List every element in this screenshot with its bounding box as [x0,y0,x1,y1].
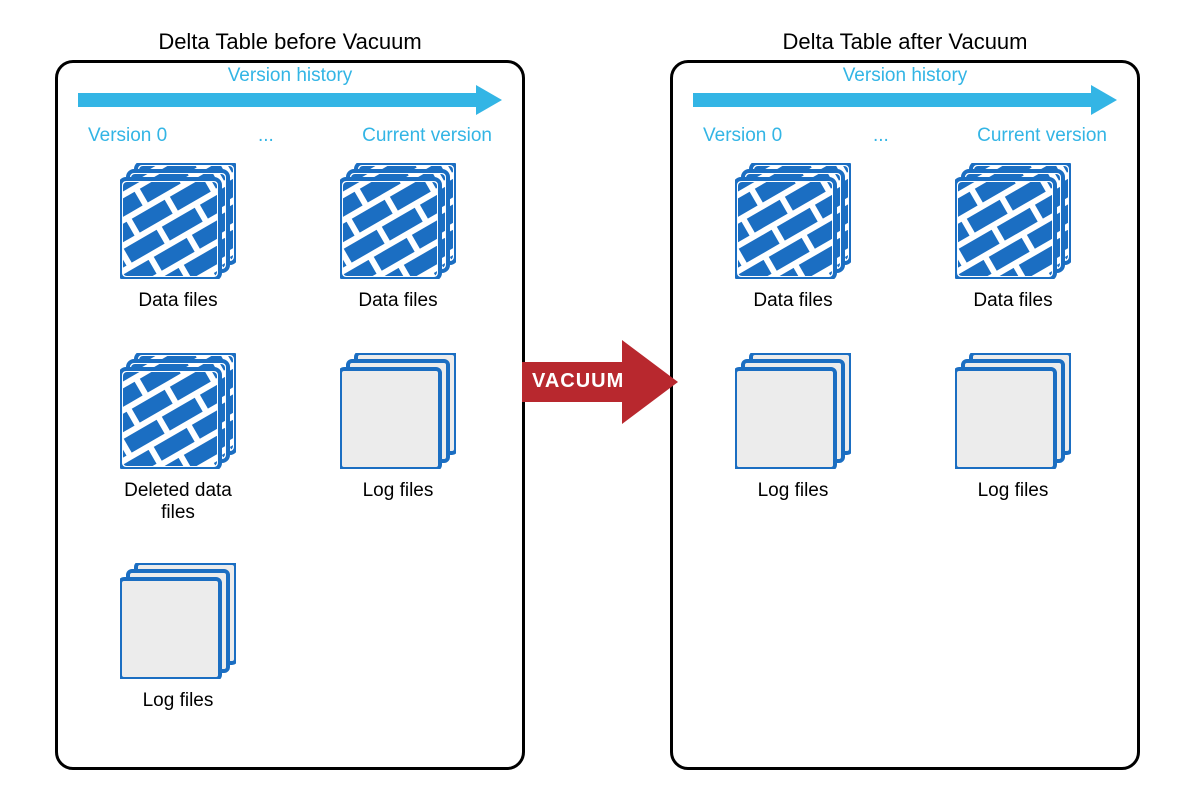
data-files-item: Data files [88,163,268,312]
version-history-label: Version history [78,65,502,87]
item-label: Data files [88,290,268,312]
log-files-item: Log files [88,563,268,712]
log-files-icon [735,353,851,469]
panel-after-title: Delta Table after Vacuum [673,29,1137,55]
item-label: Log files [88,690,268,712]
log-files-item: Log files [703,353,883,502]
log-files-item: Log files [308,353,488,502]
version-ellipsis: ... [258,125,274,147]
item-label: Log files [308,480,488,502]
version-history-label: Version history [693,65,1117,87]
data-files-item: Data files [308,163,488,312]
version-ellipsis: ... [873,125,889,147]
arrow-head-icon [476,85,502,115]
item-label: Data files [923,290,1103,312]
data-files-item: Data files [923,163,1103,312]
arrow-shaft [78,93,476,107]
log-files-icon [955,353,1071,469]
panel-after: Delta Table after Vacuum Version history… [670,60,1140,770]
data-files-icon [955,163,1071,279]
log-files-item: Log files [923,353,1103,502]
data-files-icon [120,163,236,279]
item-label: Data files [308,290,488,312]
data-files-item: Data files [703,163,883,312]
arrow-head-icon [1091,85,1117,115]
panel-before: Delta Table before Vacuum Version histor… [55,60,525,770]
item-label: Deleted datafiles [88,480,268,524]
item-label: Log files [703,480,883,502]
item-label: Data files [703,290,883,312]
log-files-icon [340,353,456,469]
item-label: Log files [923,480,1103,502]
data-files-icon [735,163,851,279]
vacuum-arrow: VACUUM [522,340,678,424]
data-files-item: Deleted datafiles [88,353,268,524]
data-files-icon [120,353,236,469]
panel-before-title: Delta Table before Vacuum [58,29,522,55]
version-0-label: Version 0 [703,125,782,147]
arrow-shaft [693,93,1091,107]
data-files-icon [340,163,456,279]
current-version-label: Current version [362,125,492,147]
version-0-label: Version 0 [88,125,167,147]
vacuum-label: VACUUM [532,370,624,393]
log-files-icon [120,563,236,679]
current-version-label: Current version [977,125,1107,147]
